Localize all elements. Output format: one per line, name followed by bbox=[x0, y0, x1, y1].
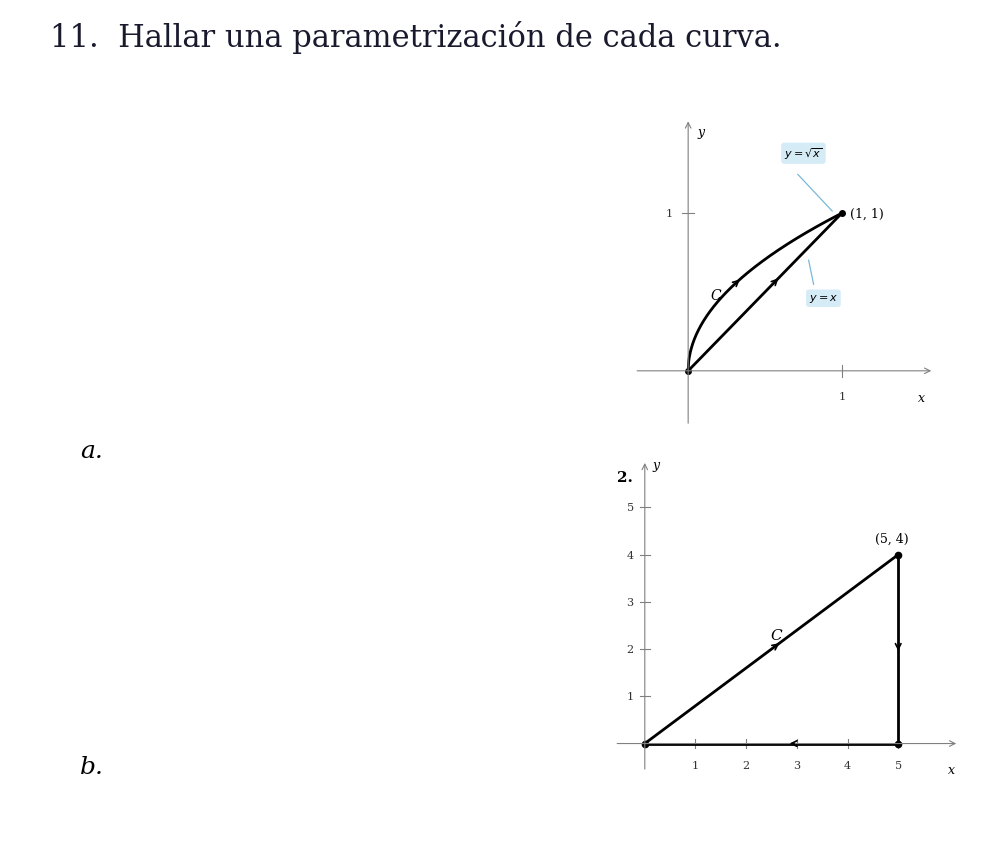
Text: y: y bbox=[697, 125, 704, 138]
Text: 4: 4 bbox=[626, 550, 633, 560]
Text: 3: 3 bbox=[793, 760, 800, 770]
Text: 2: 2 bbox=[626, 644, 633, 654]
Text: x: x bbox=[948, 763, 955, 776]
Text: (1, 1): (1, 1) bbox=[849, 207, 883, 220]
Text: b.: b. bbox=[80, 755, 104, 778]
Text: (5, 4): (5, 4) bbox=[875, 532, 909, 546]
Text: 1: 1 bbox=[665, 209, 672, 219]
Text: C: C bbox=[771, 628, 782, 642]
Text: 1: 1 bbox=[838, 392, 845, 402]
Text: 3: 3 bbox=[626, 597, 633, 607]
Text: y: y bbox=[652, 459, 659, 472]
Text: 5: 5 bbox=[895, 760, 902, 770]
Text: a.: a. bbox=[80, 439, 103, 462]
Text: 4: 4 bbox=[844, 760, 851, 770]
Text: 2: 2 bbox=[742, 760, 749, 770]
Text: 11.  Hallar una parametrización de cada curva.: 11. Hallar una parametrización de cada c… bbox=[50, 21, 781, 55]
Text: $y = x$: $y = x$ bbox=[809, 293, 838, 305]
Text: 2.: 2. bbox=[617, 470, 632, 484]
Text: $y = \sqrt{x}$: $y = \sqrt{x}$ bbox=[784, 146, 823, 162]
Text: x: x bbox=[918, 392, 925, 405]
Text: 1: 1 bbox=[626, 692, 633, 701]
Text: 5: 5 bbox=[626, 502, 633, 513]
Text: C: C bbox=[710, 289, 721, 303]
Text: 1: 1 bbox=[692, 760, 699, 770]
